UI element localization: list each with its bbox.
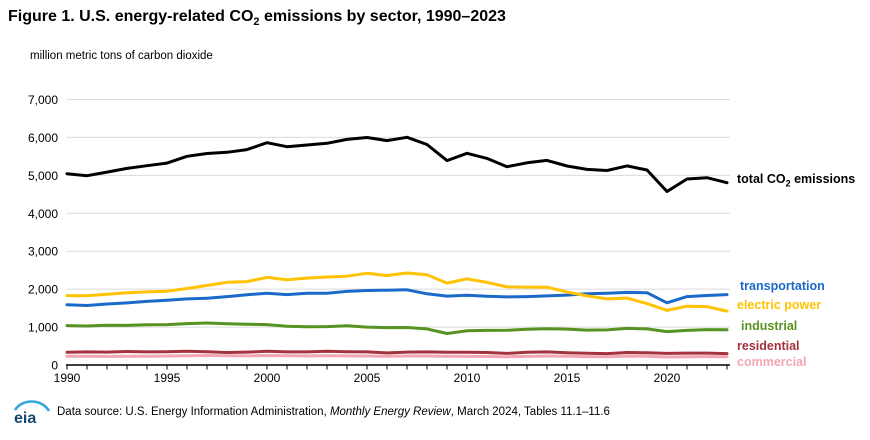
figure-title-subscript: 2 (253, 16, 260, 29)
data-source-note: Data source: U.S. Energy Information Adm… (57, 406, 610, 418)
x-tick-label: 2020 (654, 371, 681, 385)
legend-label-transportation: transportation (740, 279, 825, 293)
legend-total-text-2: emissions (790, 172, 856, 186)
legend-label-industrial: industrial (741, 319, 798, 333)
x-tick-label: 2010 (454, 371, 481, 385)
y-tick-label: 0 (51, 359, 58, 373)
legend-total-text: total CO (737, 172, 786, 186)
eia-logo: eia (13, 400, 51, 427)
unit-label: million metric tons of carbon dioxide (30, 50, 213, 62)
series-line-industrial (65, 321, 729, 335)
y-tick-label: 1,000 (28, 321, 58, 335)
figure-title: Figure 1. U.S. energy-related CO2 emissi… (8, 8, 506, 28)
series-line-electric-power (65, 271, 729, 313)
x-tick-label: 2005 (354, 371, 381, 385)
eia-logo-arc-icon (13, 400, 51, 412)
source-publication-name: Monthly Energy Review (329, 406, 451, 418)
legend-total-subscript: 2 (785, 178, 791, 189)
source-text: Data source: U.S. Energy Information Adm… (57, 406, 330, 418)
legend-label-commercial: commercial (737, 355, 807, 369)
figure-title-text-2: emissions by sector, 1990–2023 (259, 8, 506, 25)
series-line-transportation (65, 288, 729, 307)
y-tick-label: 2,000 (28, 283, 58, 297)
y-tick-label: 5,000 (28, 169, 58, 183)
y-tick-label: 4,000 (28, 207, 58, 221)
series-line-commercial (65, 354, 729, 359)
eia-logo-text: eia (14, 410, 36, 427)
x-tick-label: 2000 (254, 371, 281, 385)
series-line-residential (65, 349, 729, 356)
legend-label-electric-power: electric power (737, 298, 822, 312)
y-tick-label: 7,000 (28, 93, 58, 107)
series-line-total-co2-emissions (65, 135, 729, 193)
x-tick-label: 1990 (54, 371, 81, 385)
source-text-2: , March 2024, Tables 11.1–11.6 (450, 406, 610, 418)
x-tick-label: 1995 (154, 371, 181, 385)
legend-label-total: total CO2 emissions (737, 172, 856, 189)
y-tick-label: 6,000 (28, 131, 58, 145)
x-tick-label: 2015 (554, 371, 581, 385)
y-tick-label: 3,000 (28, 245, 58, 259)
figure-title-text: Figure 1. U.S. energy-related CO (8, 8, 254, 25)
legend-label-residential: residential (737, 339, 800, 353)
